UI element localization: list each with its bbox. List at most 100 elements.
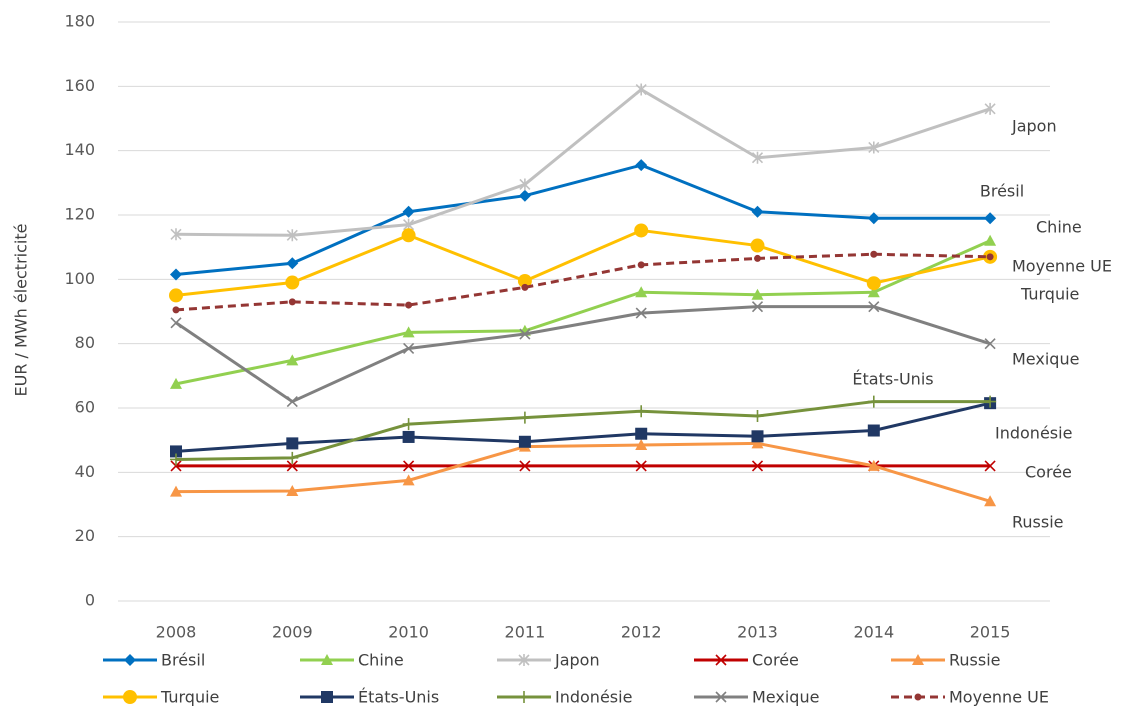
data-point	[169, 288, 183, 303]
marker-shape	[754, 254, 761, 262]
marker-shape	[866, 276, 881, 291]
marker-shape	[519, 328, 531, 340]
end-label: Japon	[1011, 117, 1057, 136]
data-point	[867, 395, 880, 408]
data-point	[170, 317, 182, 329]
data-point	[984, 102, 996, 115]
marker-shape	[286, 484, 299, 496]
legend-item: Russie	[891, 651, 1001, 670]
legend-item: Chine	[300, 651, 404, 670]
data-point	[866, 276, 881, 291]
end-label: Corée	[1025, 463, 1072, 482]
data-point	[286, 437, 299, 450]
data-point	[751, 301, 764, 313]
marker-shape	[715, 654, 727, 666]
data-point	[288, 298, 296, 306]
marker-shape	[285, 275, 300, 290]
x-tick-label: 2014	[853, 623, 894, 642]
data-point	[518, 189, 531, 202]
series-line	[175, 88, 991, 237]
data-point	[635, 460, 647, 472]
end-label: Mexique	[1012, 350, 1079, 369]
data-point	[517, 273, 532, 288]
y-tick-label: 60	[75, 398, 95, 417]
marker-shape	[402, 474, 415, 486]
marker-shape	[286, 257, 299, 270]
x-tick-label: 2013	[737, 623, 778, 642]
marker-shape	[637, 261, 645, 269]
data-point	[170, 228, 182, 241]
data-point	[170, 268, 182, 281]
data-point	[402, 474, 415, 486]
marker-shape	[170, 228, 182, 241]
data-point	[170, 445, 182, 458]
marker-shape	[635, 438, 648, 450]
data-point	[286, 451, 299, 464]
marker-shape	[715, 691, 727, 703]
marker-shape	[518, 654, 530, 666]
series-line	[175, 441, 991, 503]
data-point	[751, 288, 764, 300]
marker-shape	[984, 338, 996, 350]
data-point	[635, 286, 648, 298]
data-point	[518, 435, 531, 448]
series-line	[175, 228, 991, 297]
data-point	[402, 418, 415, 431]
marker-shape	[635, 159, 648, 172]
marker-shape	[751, 410, 764, 423]
marker-shape	[984, 395, 997, 408]
marker-shape	[401, 228, 416, 243]
legend-item: Moyenne UE	[891, 688, 1049, 707]
marker-shape	[518, 435, 531, 448]
data-point	[286, 257, 299, 270]
marker-shape	[635, 307, 647, 319]
marker-shape	[635, 286, 648, 298]
marker-shape	[867, 459, 880, 471]
legend-label: Brésil	[161, 651, 205, 670]
data-point	[401, 228, 416, 243]
marker-shape	[518, 411, 531, 424]
y-tick-label: 20	[75, 526, 95, 545]
marker-shape	[635, 460, 647, 472]
y-tick-label: 180	[64, 12, 95, 31]
y-tick-label: 100	[64, 269, 95, 288]
marker-shape	[634, 223, 649, 238]
marker-shape	[519, 178, 531, 191]
legend-item: États-Unis	[300, 688, 439, 707]
marker-shape	[635, 83, 647, 96]
marker-shape	[519, 460, 531, 472]
marker-shape	[517, 273, 532, 288]
data-point	[402, 430, 415, 443]
data-point	[867, 459, 880, 471]
x-tick-label: 2008	[156, 623, 197, 642]
x-tick-label: 2010	[388, 623, 429, 642]
y-axis-title: EUR / MWh électricité	[12, 224, 31, 397]
marker-shape	[288, 298, 296, 306]
series-line	[175, 252, 991, 312]
marker-shape	[986, 253, 994, 261]
data-point	[286, 484, 299, 496]
marker-shape	[635, 405, 648, 418]
marker-shape	[286, 451, 299, 464]
marker-shape	[867, 395, 880, 408]
series-line	[175, 305, 991, 404]
x-tick-label: 2009	[272, 623, 313, 642]
end-label: Moyenne UE	[1012, 257, 1112, 276]
marker-shape	[124, 654, 136, 666]
data-point	[635, 159, 648, 172]
marker-shape	[751, 288, 764, 300]
legend-label: Corée	[752, 651, 799, 670]
marker-shape	[868, 141, 880, 154]
x-tick-label: 2011	[505, 623, 546, 642]
marker-shape	[750, 238, 765, 253]
data-point	[868, 141, 880, 154]
data-point	[402, 326, 415, 338]
data-point	[984, 460, 996, 472]
marker-shape	[170, 377, 182, 389]
y-tick-label: 40	[75, 462, 95, 481]
marker-shape	[170, 485, 182, 497]
marker-shape	[170, 317, 182, 329]
marker-shape	[402, 205, 415, 218]
legend-label: Chine	[358, 651, 404, 670]
